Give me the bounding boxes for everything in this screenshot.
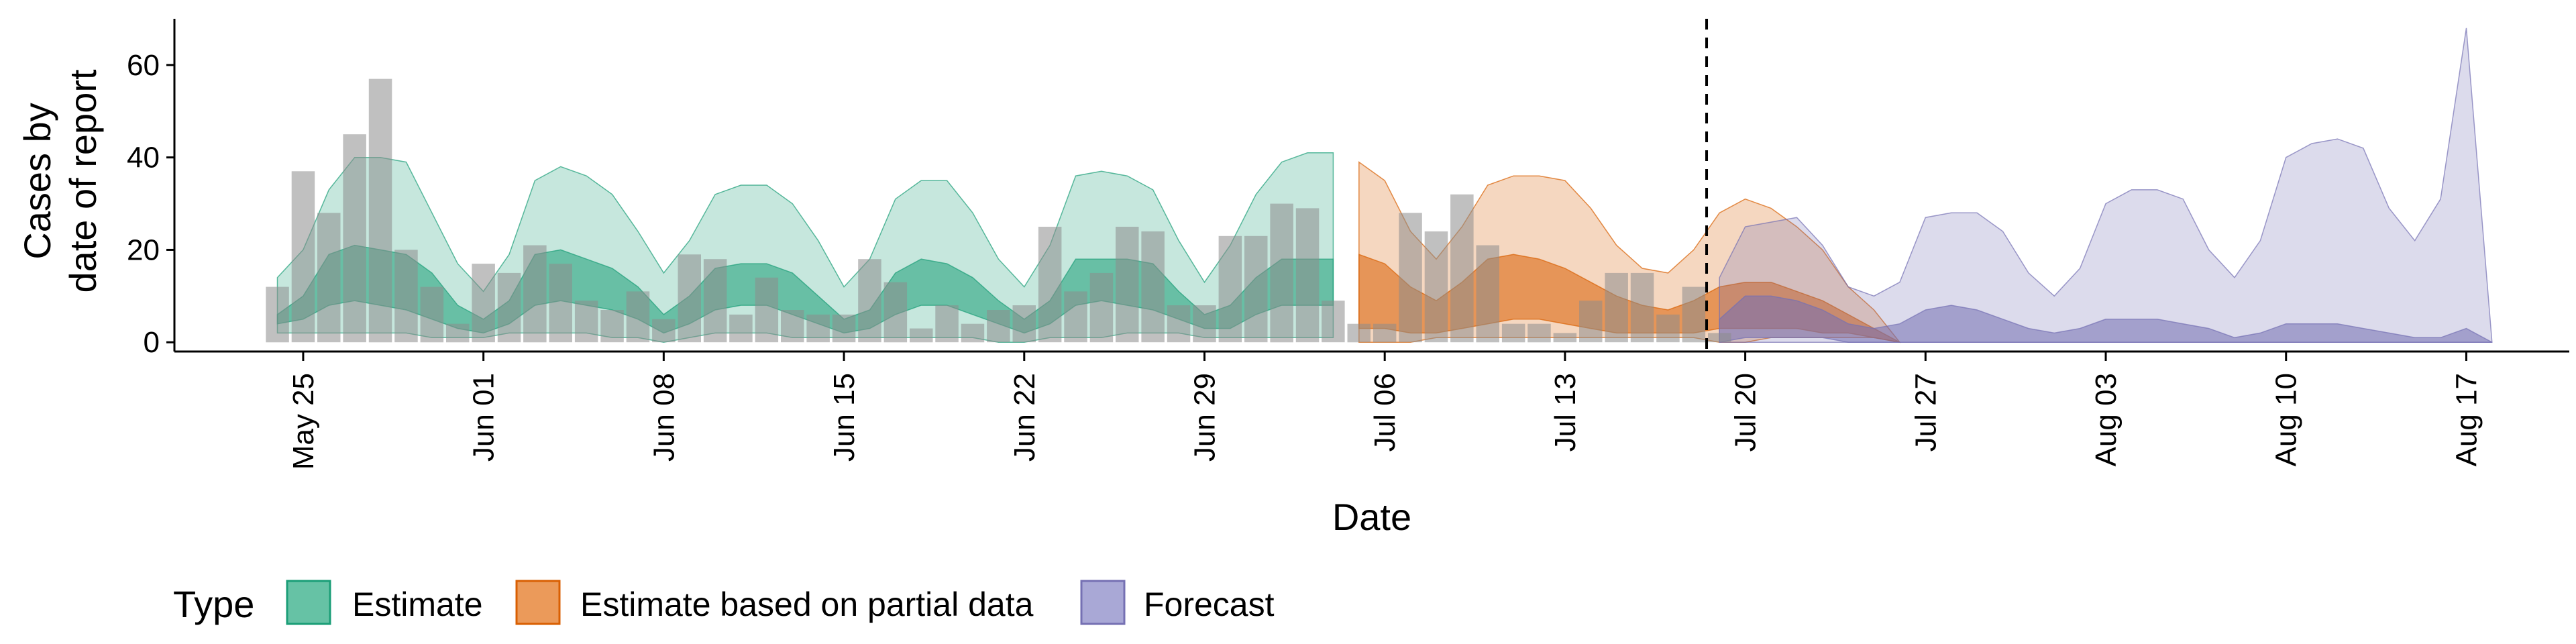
reported-cases-bars	[266, 78, 1731, 343]
x-tick-label: Aug 03	[2090, 373, 2123, 466]
y-tick-label: 60	[127, 49, 160, 82]
bar	[1708, 333, 1731, 343]
bar	[1167, 305, 1191, 343]
bar	[987, 310, 1010, 343]
bar	[935, 305, 959, 343]
axes: 0 20 40 60 May 25 Jun 01 Jun 08 Jun 15 Jun 22 Jun…	[127, 19, 2569, 470]
bar	[600, 310, 624, 343]
y-tick-label: 0	[144, 326, 160, 359]
bar	[394, 250, 418, 343]
bar	[1193, 305, 1216, 343]
bar	[420, 286, 444, 343]
legend-title: Type	[173, 583, 254, 625]
bar	[1012, 305, 1036, 343]
bar	[703, 259, 727, 343]
bar	[1450, 194, 1474, 343]
y-tick-label: 20	[127, 233, 160, 266]
bar	[678, 254, 701, 343]
legend: Type Estimate Estimate based on partial …	[173, 580, 1275, 625]
bar	[1399, 213, 1422, 343]
x-tick-label: May 25	[287, 373, 320, 470]
band-50-2	[1719, 295, 2493, 343]
legend-label-forecast: Forecast	[1144, 586, 1275, 623]
bar	[1630, 272, 1654, 343]
bar	[291, 171, 315, 343]
bar	[1373, 323, 1397, 343]
bar	[1527, 323, 1551, 343]
bar	[1089, 272, 1114, 343]
bar	[832, 314, 856, 343]
legend-swatch-partial	[515, 580, 561, 625]
bar	[266, 286, 289, 343]
bar	[1501, 323, 1525, 343]
bar	[446, 323, 470, 343]
bar	[1579, 301, 1603, 343]
bar	[1476, 245, 1499, 343]
x-tick-label: Aug 17	[2450, 373, 2483, 466]
bar	[549, 264, 572, 343]
band-90-2	[1719, 28, 2493, 343]
bar	[343, 134, 366, 343]
bar	[652, 319, 676, 343]
y-tick-label: 40	[127, 142, 160, 174]
bar	[1244, 235, 1268, 343]
bar	[1322, 301, 1345, 343]
legend-swatch-estimate	[286, 580, 331, 625]
bar	[755, 277, 779, 343]
x-tick-label: Jul 06	[1368, 373, 1401, 451]
x-tick-label: Jun 29	[1188, 373, 1221, 462]
legend-swatch-forecast	[1080, 580, 1126, 625]
bar	[1218, 235, 1242, 343]
bar	[497, 272, 521, 343]
bar	[368, 78, 392, 343]
bar	[806, 314, 830, 343]
legend-label-estimate: Estimate	[352, 586, 483, 623]
bar	[910, 328, 933, 343]
x-tick-label: Jul 13	[1549, 373, 1582, 451]
y-axis-title-line-1: Cases by	[16, 103, 58, 259]
bar	[1424, 231, 1448, 343]
x-tick-label: Jun 22	[1008, 373, 1041, 462]
x-axis-title: Date	[1332, 496, 1411, 538]
bar	[1064, 291, 1087, 343]
bar	[1116, 227, 1139, 343]
bar	[1270, 203, 1293, 343]
x-tick-label: Jun 15	[828, 373, 861, 462]
bar	[729, 314, 753, 343]
legend-label-partial: Estimate based on partial data	[580, 586, 1034, 623]
bar	[317, 213, 341, 343]
x-tick-label: Jul 20	[1729, 373, 1762, 451]
bar	[883, 282, 908, 343]
bar	[574, 301, 598, 343]
bar	[1656, 314, 1680, 343]
x-tick-label: Aug 10	[2270, 373, 2303, 466]
series-bands	[276, 28, 2493, 343]
bar	[961, 323, 985, 343]
bar	[1347, 323, 1371, 343]
y-axis-title-line-2: date of report	[62, 69, 104, 293]
bar	[1605, 272, 1628, 343]
bar	[781, 310, 804, 343]
bar	[626, 291, 650, 343]
bar	[1038, 227, 1062, 343]
bar	[1682, 286, 1706, 343]
bar	[472, 264, 495, 343]
x-tick-label: Jul 27	[1909, 373, 1942, 451]
bar	[1553, 333, 1577, 343]
bar	[1295, 208, 1320, 343]
x-tick-label: Jun 08	[647, 373, 680, 462]
bar	[858, 259, 881, 343]
x-tick-label: Jun 01	[468, 373, 500, 462]
bar	[1141, 231, 1165, 343]
bar	[523, 245, 547, 343]
